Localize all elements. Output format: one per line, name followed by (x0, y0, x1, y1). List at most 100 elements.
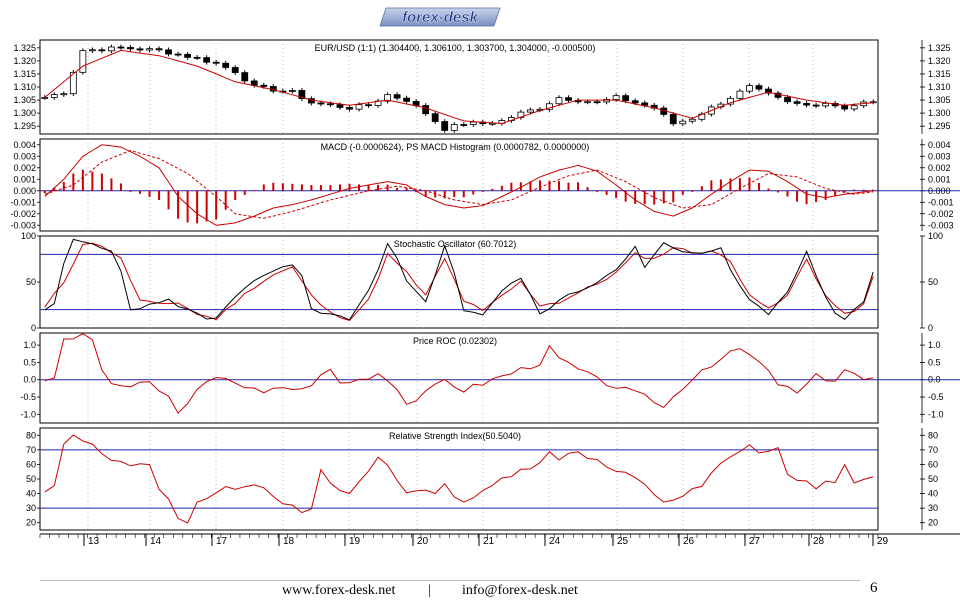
y-tick-label-left: 0.004 (13, 140, 36, 150)
candle-body (231, 67, 239, 74)
candle-body (736, 90, 744, 99)
candle-body (755, 85, 763, 90)
panel-title: Stochastic Oscillator (60.7012) (394, 239, 517, 249)
candle-body (803, 103, 810, 106)
x-tick-label: 19 (349, 536, 361, 547)
y-tick-label-right: 80 (928, 430, 938, 440)
x-tick-label: 28 (813, 536, 825, 547)
y-tick-label-right: 1.305 (928, 95, 951, 105)
candle-body (117, 46, 125, 49)
y-tick-label-left: 20 (26, 518, 36, 528)
candle-body (584, 101, 591, 104)
candle-body (403, 97, 411, 102)
y-tick-label-left: 1.320 (13, 56, 36, 66)
candle-body (174, 53, 182, 56)
candle-body (50, 94, 58, 98)
candle-body (127, 47, 134, 50)
candle-body (193, 56, 201, 59)
candle-body (726, 97, 734, 105)
panel-5: Relative Strength Index(50.5040) 80 80 70 70… (26, 427, 938, 531)
y-tick-label-right: 50 (928, 277, 938, 287)
candle-body (98, 49, 106, 52)
candle-body (393, 94, 401, 99)
candle-body (622, 95, 630, 102)
y-tick-label-left: 30 (26, 503, 36, 513)
candle-body (593, 101, 601, 104)
y-tick-label-left: 1.295 (13, 121, 36, 131)
y-tick-label-right: 0.004 (928, 140, 951, 150)
candle-body (746, 85, 753, 92)
y-tick-label-right: -1.0 (928, 409, 944, 419)
y-tick-label-right: 0 (928, 323, 933, 333)
rsi-line (44, 434, 874, 524)
candle-body (136, 48, 144, 51)
y-tick-label-left: -0.002 (10, 209, 36, 219)
y-tick-label-right: -0.002 (928, 209, 954, 219)
page-number: 6 (870, 580, 878, 596)
forex-desk-logo: forex-desk (379, 7, 501, 27)
macd-signal-line (44, 149, 874, 219)
y-tick-label-right: 1.300 (928, 108, 951, 118)
candle-body (641, 102, 649, 106)
candle-body (784, 96, 791, 103)
candle-body (79, 50, 87, 73)
candle-body (250, 80, 258, 86)
y-tick-label-right: 0.003 (928, 151, 951, 161)
candle-body (841, 105, 849, 110)
candle-body (288, 90, 296, 92)
candle-body (146, 48, 153, 51)
y-tick-label-left: 0.0 (23, 375, 36, 385)
x-tick-label: 27 (749, 536, 761, 547)
candle-body (298, 90, 306, 100)
y-tick-label-right: -0.003 (928, 220, 954, 230)
footer-email[interactable]: info@forex-desk.net (462, 583, 578, 598)
candle-body (336, 104, 344, 108)
candle-body (441, 121, 449, 131)
y-tick-label-right: -0.001 (928, 197, 954, 207)
candle-body (527, 109, 534, 113)
panel-title: EUR/USD (1:1) (1.304400, 1.306100, 1.303… (315, 43, 596, 53)
y-tick-label-left: 1.305 (13, 95, 36, 105)
candle-body (346, 107, 353, 110)
candle-body (155, 48, 163, 51)
y-tick-label-left: 0 (31, 323, 36, 333)
y-tick-label-right: 100 (928, 231, 943, 241)
page-footer: www.forex-desk.net | info@forex-desk.net… (0, 578, 960, 600)
panel-1: EUR/USD (1:1) (1.304400, 1.306100, 1.303… (13, 39, 951, 135)
candle-body (431, 113, 439, 122)
candle-body (241, 72, 249, 82)
y-tick-label-left: 60 (26, 459, 36, 469)
y-tick-label-right: 1.315 (928, 69, 951, 79)
x-tick-label: 13 (88, 536, 100, 547)
candle-body (812, 104, 820, 107)
y-tick-label-right: 30 (928, 503, 938, 513)
x-tick-label: 29 (877, 536, 889, 547)
y-tick-label-left: -0.003 (10, 220, 36, 230)
candle-body (679, 120, 687, 125)
candle-body (317, 102, 325, 105)
footer-website[interactable]: www.forex-desk.net (282, 583, 396, 598)
y-tick-label-right: 1.0 (928, 340, 941, 350)
x-tick-label: 24 (549, 536, 561, 547)
y-tick-label-right: 20 (928, 518, 938, 528)
candle-body (365, 104, 372, 107)
x-tick-label: 14 (150, 536, 162, 547)
y-tick-label-left: 1.0 (23, 340, 36, 350)
candle-body (869, 101, 877, 104)
logo-text: forex-desk (402, 9, 479, 26)
chart-panel-stack: EUR/USD (1:1) (1.304400, 1.306100, 1.303… (10, 39, 960, 547)
y-tick-label-left: -0.001 (10, 197, 36, 207)
y-tick-label-right: 0.001 (928, 174, 951, 184)
panel-title: Price ROC (0.02302) (413, 336, 497, 346)
y-tick-label-left: 80 (26, 430, 36, 440)
y-tick-label-right: 1.295 (928, 121, 951, 131)
y-tick-label-right: 0.002 (928, 163, 951, 173)
y-tick-label-left: 0.003 (13, 151, 36, 161)
candle-body (69, 71, 77, 95)
x-tick-label: 25 (617, 536, 629, 547)
y-tick-label-right: 1.320 (928, 56, 951, 66)
candle-body (184, 53, 192, 58)
panel-title: MACD (-0.0000624), PS MACD Histogram (0.… (321, 142, 590, 152)
y-tick-label-left: 0.5 (23, 357, 36, 367)
y-tick-label-left: 0.002 (13, 163, 36, 173)
